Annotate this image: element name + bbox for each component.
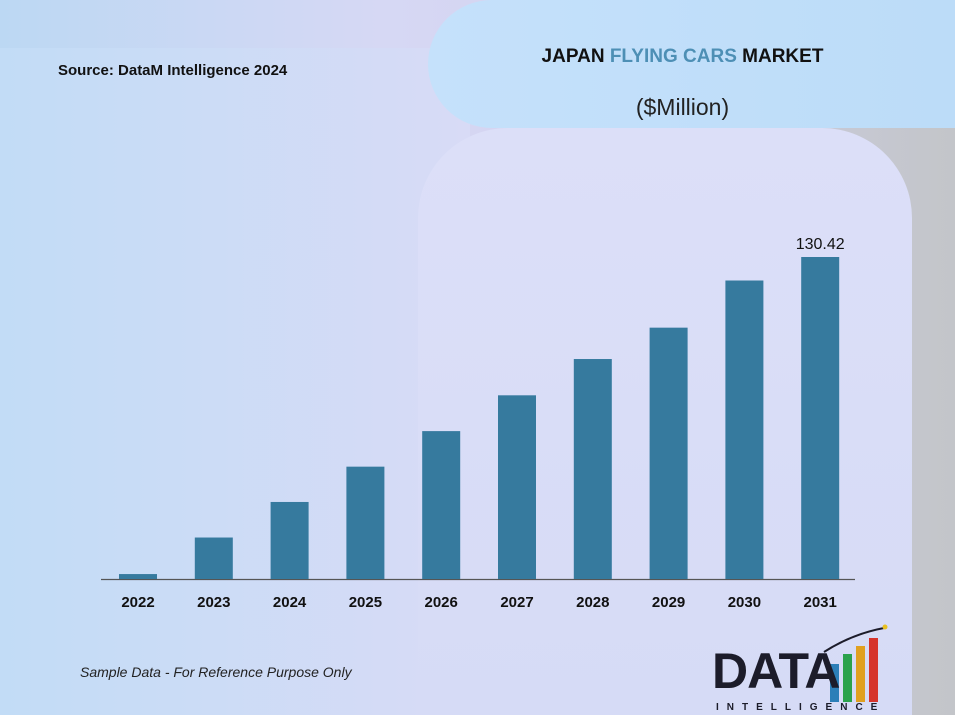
- source-label: Source: DataM Intelligence 2024: [58, 62, 288, 79]
- logo-bars-icon: [823, 624, 888, 702]
- chart-subtitle: ($Million): [635, 94, 730, 120]
- x-tick-label: 2025: [349, 594, 382, 611]
- bar-2024: [270, 501, 309, 579]
- x-tick-label: 2022: [121, 594, 154, 611]
- datam-logo: DATA INTELLIGENCE: [712, 624, 892, 714]
- x-tick-label: 2027: [500, 594, 533, 611]
- x-tick-label: 2023: [197, 594, 230, 611]
- bar-2025: [346, 466, 385, 579]
- x-tick-label: 2028: [576, 594, 609, 611]
- x-tick-label: 2031: [804, 594, 837, 611]
- footnote: Sample Data - For Reference Purpose Only: [80, 664, 352, 680]
- data-label: 130.42: [796, 236, 845, 253]
- x-tick-label: 2024: [273, 594, 307, 611]
- x-tick-label: 2026: [425, 594, 458, 611]
- chart-title: JAPAN FLYING CARS MARKET: [450, 46, 915, 68]
- bar-2028: [573, 359, 612, 579]
- bar-2030: [725, 280, 764, 579]
- x-tick-label: 2030: [728, 594, 761, 611]
- background-panel: [0, 48, 470, 715]
- logo-subtext: INTELLIGENCE: [716, 702, 886, 713]
- bar-2023: [194, 537, 233, 579]
- logo-text: DATA: [712, 643, 840, 699]
- x-tick-label: 2029: [652, 594, 685, 611]
- bar-2027: [498, 395, 536, 579]
- title-accent: FLYING CARS: [609, 46, 737, 67]
- title-part1: JAPAN: [541, 46, 610, 67]
- title-banner: [428, 0, 955, 128]
- bar-2026: [422, 431, 461, 579]
- bar-2029: [649, 327, 688, 579]
- bar-2031: [801, 257, 840, 579]
- title-part2: MARKET: [736, 46, 824, 67]
- bar-2022: [119, 574, 157, 579]
